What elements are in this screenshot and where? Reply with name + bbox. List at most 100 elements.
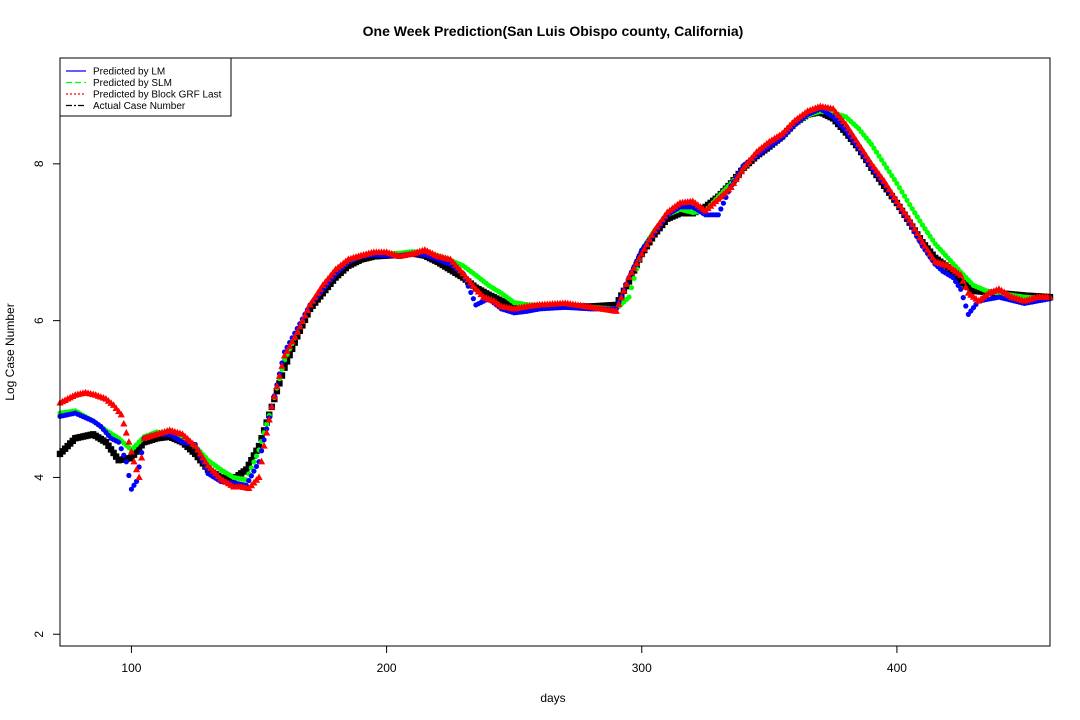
data-point xyxy=(622,280,631,287)
data-point xyxy=(855,140,863,147)
data-point xyxy=(196,449,204,457)
data-point xyxy=(265,415,273,423)
data-point xyxy=(908,220,916,228)
data-point xyxy=(888,189,896,196)
data-point xyxy=(253,463,260,470)
data-point xyxy=(248,473,254,479)
y-tick-label: 4 xyxy=(32,474,46,481)
data-point xyxy=(900,208,909,216)
data-point xyxy=(865,155,873,163)
data-point xyxy=(903,212,911,220)
data-point xyxy=(625,278,633,285)
data-point xyxy=(844,124,853,132)
data-point xyxy=(257,457,266,465)
data-point xyxy=(306,300,314,308)
data-point xyxy=(273,382,281,390)
data-point xyxy=(251,459,257,465)
data-point xyxy=(955,282,961,288)
data-point xyxy=(929,253,937,261)
data-point xyxy=(849,132,858,139)
data-point xyxy=(886,169,892,175)
data-point xyxy=(643,240,651,248)
x-tick-label: 100 xyxy=(121,661,141,675)
data-point xyxy=(135,473,143,481)
data-point xyxy=(194,446,202,453)
data-point xyxy=(110,449,117,457)
data-point xyxy=(123,459,129,465)
data-point xyxy=(301,316,309,324)
data-point xyxy=(613,301,620,309)
x-tick-label: 300 xyxy=(632,661,652,675)
y-axis-label: Log Case Number xyxy=(3,303,17,400)
data-point xyxy=(316,285,324,292)
data-point xyxy=(130,457,138,465)
data-point xyxy=(650,226,659,234)
data-point xyxy=(126,472,132,479)
data-point xyxy=(924,229,931,236)
data-point xyxy=(286,351,293,359)
data-point xyxy=(653,222,661,230)
data-point xyxy=(280,351,289,359)
data-point xyxy=(255,442,263,450)
data-point xyxy=(895,201,904,208)
legend-label: Predicted by SLM xyxy=(93,78,172,89)
data-point xyxy=(638,250,646,257)
data-point xyxy=(907,202,913,208)
data-point xyxy=(253,447,260,454)
data-point xyxy=(914,214,920,220)
data-point xyxy=(950,274,956,281)
data-point xyxy=(251,468,257,474)
data-point xyxy=(913,229,921,237)
data-point xyxy=(276,380,283,387)
data-point xyxy=(715,212,721,218)
data-point xyxy=(138,453,146,461)
data-point xyxy=(118,446,124,452)
data-point xyxy=(131,482,137,488)
y-tick-label: 6 xyxy=(32,317,46,324)
data-point xyxy=(288,337,296,345)
data-point xyxy=(128,486,135,492)
data-point xyxy=(871,145,877,151)
data-point xyxy=(132,465,141,473)
data-point xyxy=(311,293,319,300)
data-point xyxy=(860,148,868,155)
data-point xyxy=(876,153,882,159)
data-point xyxy=(120,419,128,427)
data-point xyxy=(921,242,929,249)
data-point xyxy=(926,250,934,257)
data-point xyxy=(661,212,669,219)
data-point xyxy=(625,273,633,281)
data-point xyxy=(133,478,140,484)
y-tick-label: 8 xyxy=(32,160,46,167)
data-point xyxy=(116,439,122,445)
data-point xyxy=(631,275,637,281)
data-point xyxy=(107,446,115,453)
data-point xyxy=(246,477,252,484)
data-point xyxy=(916,233,924,241)
data-point xyxy=(470,296,476,302)
data-point xyxy=(122,429,130,436)
data-point xyxy=(658,215,666,223)
data-point xyxy=(842,120,850,128)
data-point xyxy=(628,272,635,280)
data-point xyxy=(868,141,874,147)
data-point xyxy=(718,206,724,212)
data-point xyxy=(261,437,267,443)
data-point xyxy=(885,185,893,192)
legend-box xyxy=(59,57,232,117)
data-point xyxy=(873,149,880,155)
chart-title: One Week Prediction(San Luis Obispo coun… xyxy=(363,23,744,39)
data-point xyxy=(899,189,905,195)
data-point xyxy=(930,237,936,243)
data-point xyxy=(959,277,967,284)
data-point xyxy=(268,402,276,410)
data-point xyxy=(957,271,965,278)
data-point xyxy=(139,450,145,456)
data-point xyxy=(615,300,623,308)
data-point xyxy=(904,197,910,203)
data-point xyxy=(283,358,291,365)
data-point xyxy=(283,347,291,354)
data-point xyxy=(883,181,891,188)
data-point xyxy=(894,180,900,187)
